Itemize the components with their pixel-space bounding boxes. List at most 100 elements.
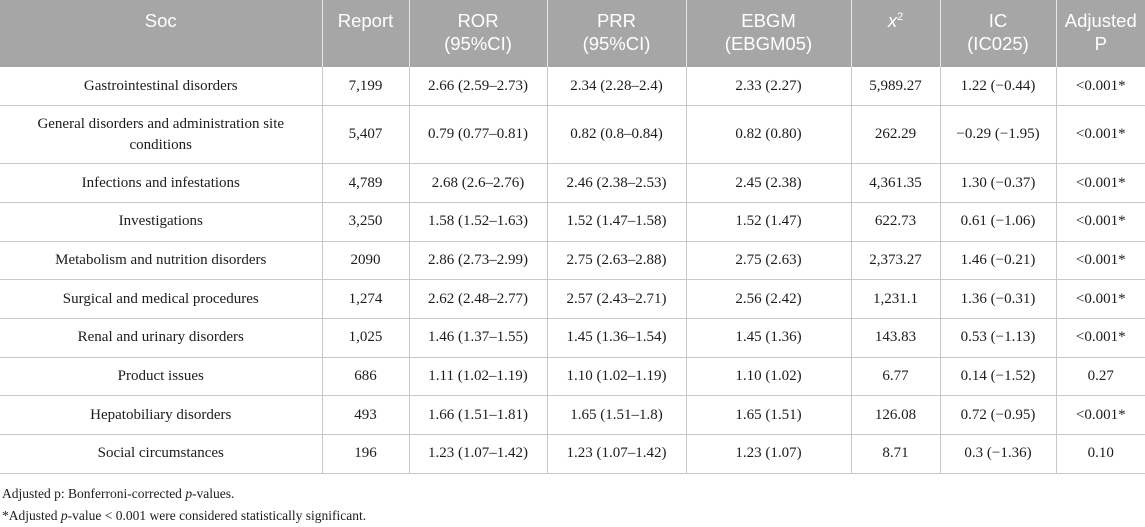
cell-chi2: 126.08	[851, 395, 941, 435]
table-row: Surgical and medical procedures 1,274 2.…	[0, 279, 1145, 319]
cell-chi2: 5,989.27	[851, 67, 941, 107]
cell-ic: 1.30 (−0.37)	[940, 163, 1057, 203]
table-row: Hepatobiliary disorders 493 1.66 (1.51–1…	[0, 395, 1145, 435]
header-soc: Soc	[0, 0, 323, 67]
cell-report: 196	[322, 434, 410, 474]
cell-ic: 0.61 (−1.06)	[940, 202, 1057, 242]
table-row: Product issues 686 1.11 (1.02–1.19) 1.10…	[0, 357, 1145, 397]
cell-prr: 2.75 (2.63–2.88)	[547, 241, 687, 281]
header-ror: ROR (95%CI)	[409, 0, 548, 67]
table-row: Investigations 3,250 1.58 (1.52–1.63) 1.…	[0, 202, 1145, 242]
cell-prr: 1.65 (1.51–1.8)	[547, 395, 687, 435]
cell-soc: Metabolism and nutrition disorders	[0, 241, 323, 281]
cell-ic: 0.14 (−1.52)	[940, 357, 1057, 397]
cell-ror: 1.11 (1.02–1.19)	[409, 357, 548, 397]
cell-chi2: 6.77	[851, 357, 941, 397]
cell-chi2: 143.83	[851, 318, 941, 358]
footnote-significance: *Adjusted p-value < 0.001 were considere…	[2, 508, 367, 523]
cell-soc: Surgical and medical procedures	[0, 279, 323, 319]
cell-chi2: 2,373.27	[851, 241, 941, 281]
cell-report: 1,274	[322, 279, 410, 319]
cell-soc: Gastrointestinal disorders	[0, 67, 323, 107]
cell-report: 4,789	[322, 163, 410, 203]
cell-ror: 2.62 (2.48–2.77)	[409, 279, 548, 319]
cell-ebgm: 1.52 (1.47)	[686, 202, 852, 242]
cell-p: <0.001*	[1056, 395, 1145, 435]
cell-chi2: 262.29	[851, 105, 941, 165]
cell-ror: 1.46 (1.37–1.55)	[409, 318, 548, 358]
header-prr: PRR (95%CI)	[547, 0, 687, 67]
cell-ror: 2.68 (2.6–2.76)	[409, 163, 548, 203]
cell-ic: 0.3 (−1.36)	[940, 434, 1057, 474]
cell-soc: Infections and infestations	[0, 163, 323, 203]
cell-report: 2090	[322, 241, 410, 281]
table-footnotes: Adjusted p: Bonferroni-corrected p-value…	[2, 483, 366, 527]
cell-ic: 1.46 (−0.21)	[940, 241, 1057, 281]
cell-p: <0.001*	[1056, 163, 1145, 203]
cell-ebgm: 1.10 (1.02)	[686, 357, 852, 397]
cell-soc: Investigations	[0, 202, 323, 242]
cell-ic: 0.72 (−0.95)	[940, 395, 1057, 435]
cell-ic: 1.22 (−0.44)	[940, 67, 1057, 107]
cell-chi2: 1,231.1	[851, 279, 941, 319]
cell-ebgm: 2.33 (2.27)	[686, 67, 852, 107]
table-row: Infections and infestations 4,789 2.68 (…	[0, 163, 1145, 203]
header-report: Report	[322, 0, 410, 67]
cell-report: 1,025	[322, 318, 410, 358]
cell-prr: 1.45 (1.36–1.54)	[547, 318, 687, 358]
cell-ror: 1.58 (1.52–1.63)	[409, 202, 548, 242]
cell-ebgm: 2.45 (2.38)	[686, 163, 852, 203]
cell-ic: −0.29 (−1.95)	[940, 105, 1057, 165]
cell-prr: 1.52 (1.47–1.58)	[547, 202, 687, 242]
cell-ror: 1.23 (1.07–1.42)	[409, 434, 548, 474]
table-row: Social circumstances 196 1.23 (1.07–1.42…	[0, 434, 1145, 474]
header-row: Soc Report ROR (95%CI) PRR (95%CI) EBGM (EB…	[0, 0, 1145, 67]
cell-p: <0.001*	[1056, 105, 1145, 165]
cell-chi2: 622.73	[851, 202, 941, 242]
data-table: Soc Report ROR (95%CI) PRR (95%CI) EBGM (EB…	[0, 0, 1145, 474]
cell-ror: 0.79 (0.77–0.81)	[409, 105, 548, 165]
cell-report: 3,250	[322, 202, 410, 242]
cell-prr: 1.10 (1.02–1.19)	[547, 357, 687, 397]
cell-report: 493	[322, 395, 410, 435]
header-ebgm: EBGM (EBGM05)	[686, 0, 852, 67]
cell-p: <0.001*	[1056, 67, 1145, 107]
cell-ror: 1.66 (1.51–1.81)	[409, 395, 548, 435]
cell-soc: General disorders and administration sit…	[0, 105, 323, 165]
footnote-adjusted-p: Adjusted p: Bonferroni-corrected p-value…	[2, 486, 235, 501]
cell-ebgm: 2.56 (2.42)	[686, 279, 852, 319]
cell-ic: 1.36 (−0.31)	[940, 279, 1057, 319]
cell-p: 0.10	[1056, 434, 1145, 474]
table-row: Gastrointestinal disorders 7,199 2.66 (2…	[0, 67, 1145, 107]
cell-soc: Product issues	[0, 357, 323, 397]
cell-ic: 0.53 (−1.13)	[940, 318, 1057, 358]
table-row: General disorders and administration sit…	[0, 105, 1145, 165]
cell-chi2: 8.71	[851, 434, 941, 474]
cell-soc: Renal and urinary disorders	[0, 318, 323, 358]
header-ic: IC (IC025)	[940, 0, 1057, 67]
cell-soc: Social circumstances	[0, 434, 323, 474]
cell-p: <0.001*	[1056, 241, 1145, 281]
cell-prr: 0.82 (0.8–0.84)	[547, 105, 687, 165]
cell-chi2: 4,361.35	[851, 163, 941, 203]
cell-ebgm: 1.65 (1.51)	[686, 395, 852, 435]
cell-p: <0.001*	[1056, 318, 1145, 358]
cell-prr: 2.57 (2.43–2.71)	[547, 279, 687, 319]
cell-p: <0.001*	[1056, 202, 1145, 242]
cell-ebgm: 1.45 (1.36)	[686, 318, 852, 358]
table-row: Renal and urinary disorders 1,025 1.46 (…	[0, 318, 1145, 358]
cell-report: 686	[322, 357, 410, 397]
cell-ebgm: 0.82 (0.80)	[686, 105, 852, 165]
cell-ebgm: 2.75 (2.63)	[686, 241, 852, 281]
cell-report: 7,199	[322, 67, 410, 107]
cell-ror: 2.66 (2.59–2.73)	[409, 67, 548, 107]
table-row: Metabolism and nutrition disorders 2090 …	[0, 241, 1145, 281]
cell-soc: Hepatobiliary disorders	[0, 395, 323, 435]
cell-ror: 2.86 (2.73–2.99)	[409, 241, 548, 281]
cell-ebgm: 1.23 (1.07)	[686, 434, 852, 474]
header-adjusted-p: Adjusted P	[1056, 0, 1145, 67]
table-container: Soc Report ROR (95%CI) PRR (95%CI) EBGM (EB…	[0, 0, 1145, 474]
cell-report: 5,407	[322, 105, 410, 165]
cell-prr: 2.34 (2.28–2.4)	[547, 67, 687, 107]
cell-p: 0.27	[1056, 357, 1145, 397]
